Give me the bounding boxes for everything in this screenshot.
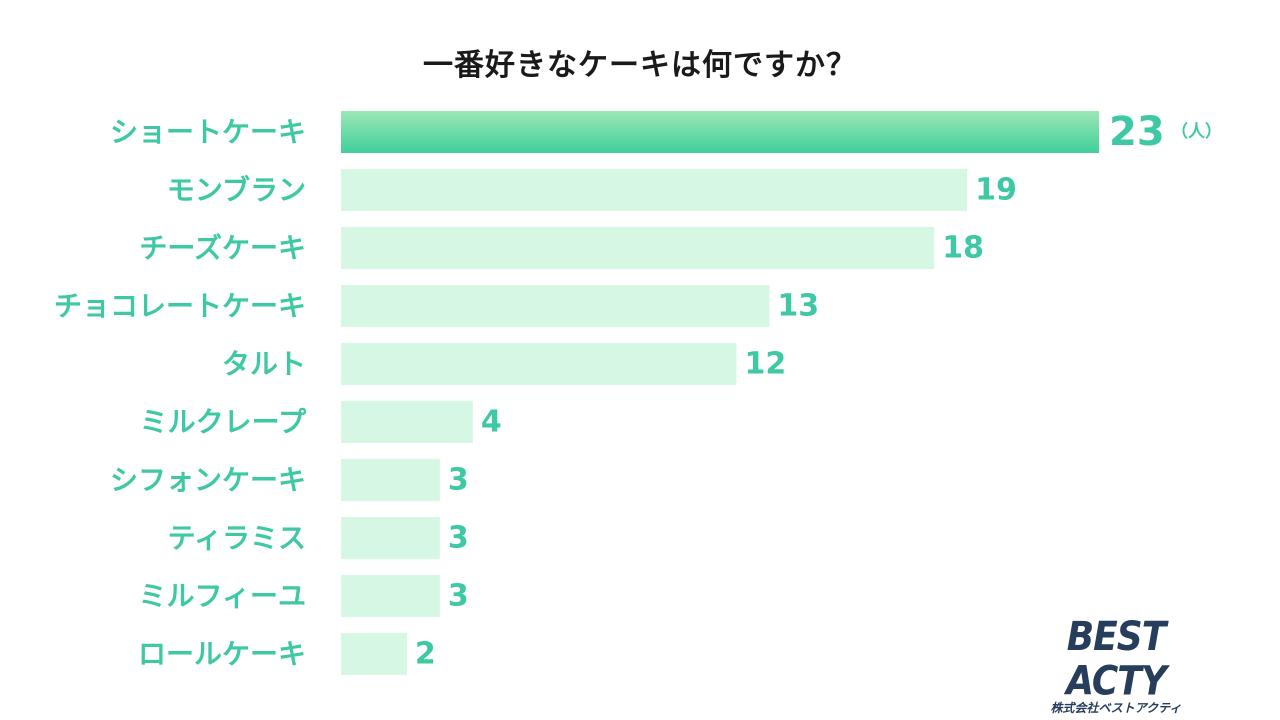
- value-label: 18: [942, 231, 984, 266]
- bar-1: [341, 111, 1099, 153]
- category-label: ミルクレープ: [140, 406, 307, 439]
- bar-4: [341, 285, 770, 327]
- value-label: 3: [448, 463, 469, 498]
- brand-logo: BEST ACTY 株式会社ベストアクティ: [1018, 615, 1214, 716]
- category-label: チョコレートケーキ: [54, 290, 306, 323]
- value-label: 3: [448, 521, 469, 556]
- value-label: 2: [415, 637, 436, 672]
- bar-10: [341, 633, 407, 675]
- chart-title: 一番好きなケーキは何ですか？: [423, 48, 857, 83]
- bar-2: [341, 169, 968, 211]
- unit-label: （人）: [1171, 121, 1222, 142]
- bar-7: [341, 459, 440, 501]
- value-label: 3: [448, 579, 469, 614]
- category-label: ショートケーキ: [110, 116, 306, 149]
- value-label: 19: [975, 173, 1017, 208]
- bar-5: [341, 343, 737, 385]
- category-label: ティラミス: [168, 522, 306, 555]
- value-label: 12: [744, 347, 786, 382]
- category-label: シフォンケーキ: [110, 464, 306, 497]
- category-label: モンブラン: [167, 174, 306, 207]
- logo-main-text: BEST ACTY: [1066, 614, 1167, 705]
- value-label: 4: [481, 405, 502, 440]
- category-label: チーズケーキ: [139, 232, 306, 265]
- value-label: 23: [1109, 109, 1165, 155]
- value-label: 13: [777, 289, 819, 324]
- bar-9: [341, 575, 440, 617]
- category-label: ミルフィーユ: [139, 580, 306, 613]
- category-label: ロールケーキ: [138, 638, 306, 671]
- bar-8: [341, 517, 440, 559]
- logo-sub-text: 株式会社ベストアクティ: [1050, 701, 1182, 715]
- bar-3: [341, 227, 935, 269]
- category-label: タルト: [222, 348, 306, 381]
- bar-6: [341, 401, 473, 443]
